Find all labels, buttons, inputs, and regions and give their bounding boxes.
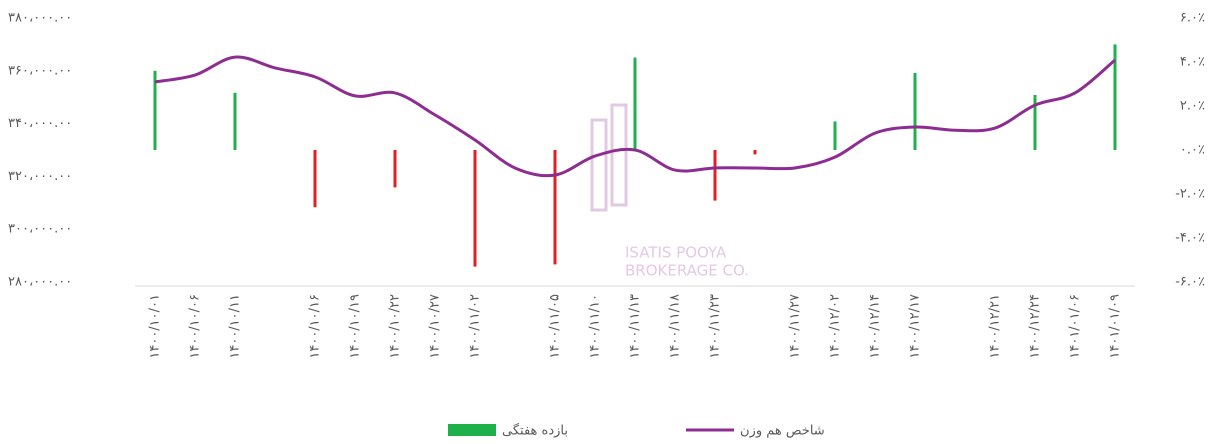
- line: [154, 55, 1116, 178]
- x-tick-label: ۱۴۰۰/۱۰/۱۶: [308, 294, 323, 359]
- legend-label: بازده هفتگی: [502, 423, 568, 439]
- y2-tick-label: ۲.۰٪: [1180, 99, 1205, 114]
- y2-tick-label: ۴.۰٪: [1180, 55, 1205, 70]
- x-tick-label: ۱۴۰۰/۱۲/۲۱: [988, 294, 1003, 359]
- x-tick-label: ۱۴۰۰/۱۲/۱۷: [908, 294, 923, 359]
- bar: [233, 92, 237, 150]
- watermark-shape: [590, 118, 608, 212]
- y-tick-label: ۳۸۰،۰۰۰.۰۰: [8, 11, 72, 26]
- watermark-text: BROKERAGE CO.: [625, 262, 749, 280]
- x-tick-label: ۱۴۰۰/۱۰/۲۲: [388, 294, 403, 359]
- x-tick-label: ۱۴۰۱/۰۱/۰۹: [1108, 294, 1123, 359]
- x-tick-label: ۱۴۰۱/۰۱/۰۶: [1068, 294, 1083, 359]
- bar: [553, 150, 557, 265]
- bar: [633, 57, 637, 150]
- x-tick-label: ۱۴۰۰/۱۲/۲۴: [1028, 294, 1043, 359]
- x-tick-label: ۱۴۰۰/۱۲/۱۴: [868, 294, 883, 359]
- bar: [753, 150, 757, 155]
- bar: [393, 150, 397, 188]
- bar: [913, 73, 917, 150]
- legend-label: شاخص هم وزن: [740, 424, 825, 439]
- x-tick-label: ۱۴۰۰/۱۱/۲۷: [788, 294, 803, 359]
- x-tick-label: ۱۴۰۰/۱۱/۱۰: [588, 294, 603, 359]
- y2-tick-label: -۲.۰٪: [1175, 187, 1205, 202]
- x-tick-label: ۱۴۰۰/۱۰/۰۶: [188, 294, 203, 359]
- x-tick-label: ۱۴۰۰/۱۰/۰۱: [148, 294, 163, 359]
- bar: [1033, 95, 1037, 150]
- bar: [713, 150, 717, 201]
- x-tick-label: ۱۴۰۰/۱۰/۱۹: [348, 294, 363, 359]
- bar: [153, 70, 157, 150]
- y2-tick-label: -۴.۰٪: [1175, 231, 1205, 246]
- y2-tick-label: ۶.۰٪: [1180, 11, 1205, 26]
- y-tick-label: ۳۲۰،۰۰۰.۰۰: [8, 169, 72, 184]
- bar: [473, 150, 477, 267]
- y-tick-label: ۳۰۰،۰۰۰.۰۰: [8, 222, 72, 237]
- watermark-text: ISATIS POOYA: [625, 244, 727, 262]
- y2-tick-label: -۶.۰٪: [1175, 275, 1205, 290]
- bar: [833, 121, 837, 150]
- x-tick-label: ۱۴۰۰/۱۱/۱۳: [628, 294, 643, 359]
- y-tick-label: ۳۴۰،۰۰۰.۰۰: [8, 116, 72, 131]
- bar: [1113, 44, 1117, 150]
- x-tick-label: ۱۴۰۰/۱۱/۰۵: [548, 294, 563, 359]
- x-tick-label: ۱۴۰۰/۱۱/۰۲: [468, 294, 483, 359]
- x-tick-label: ۱۴۰۰/۱۰/۱۱: [228, 294, 243, 359]
- x-tick-label: ۱۴۰۰/۱۰/۲۷: [428, 294, 443, 359]
- y2-tick-label: ۰.۰٪: [1180, 143, 1205, 158]
- x-tick-label: ۱۴۰۰/۱۱/۲۳: [708, 294, 723, 359]
- x-tick-label: ۱۴۰۰/۱۱/۱۸: [668, 294, 683, 359]
- x-tick-label: ۱۴۰۰/۱۲/۰۲: [828, 294, 843, 359]
- watermark: ISATIS POOYA BROKERAGE CO.: [590, 103, 749, 280]
- y-tick-label: ۲۸۰،۰۰۰.۰۰: [8, 275, 72, 290]
- legend-swatch: [448, 424, 496, 436]
- y-tick-label: ۳۶۰،۰۰۰.۰۰: [8, 63, 72, 78]
- watermark-shape: [610, 103, 628, 207]
- bar: [313, 150, 317, 208]
